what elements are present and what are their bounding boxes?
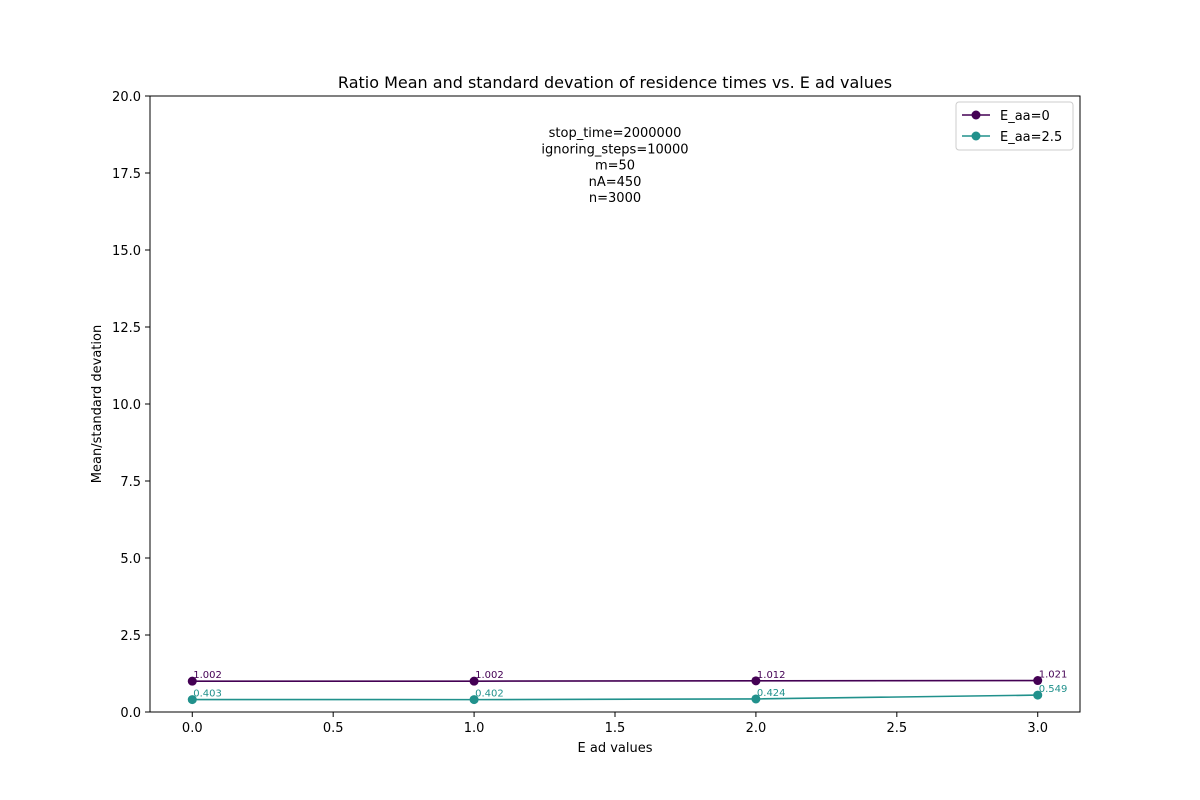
annotation-line: m=50 bbox=[595, 159, 635, 174]
series-line bbox=[192, 679, 1038, 682]
x-tick-label: 0.0 bbox=[182, 721, 203, 736]
chart-title: Ratio Mean and standard devation of resi… bbox=[338, 73, 892, 92]
y-tick-label: 5.0 bbox=[120, 552, 141, 567]
data-point bbox=[1033, 676, 1043, 686]
data-label: 1.021 bbox=[1039, 670, 1068, 681]
data-point bbox=[751, 676, 761, 686]
x-tick-label: 2.0 bbox=[746, 721, 767, 736]
y-axis-title: Mean/standard devation bbox=[90, 325, 105, 483]
y-tick-label: 0.0 bbox=[120, 706, 141, 721]
data-label: 0.403 bbox=[193, 689, 222, 700]
annotation-line: n=3000 bbox=[589, 191, 641, 206]
data-point bbox=[1033, 690, 1043, 700]
y-tick-label: 12.5 bbox=[112, 321, 141, 336]
data-labels: 1.002 1.002 1.012 1.021 0.403 0.402 0.424 0.549 bbox=[193, 670, 1067, 700]
data-label: 0.424 bbox=[757, 688, 786, 699]
legend-label: E_aa=2.5 bbox=[1000, 130, 1062, 145]
series-group bbox=[187, 676, 1043, 705]
data-label: 1.012 bbox=[757, 670, 786, 681]
data-point bbox=[751, 694, 761, 704]
annotation-line: nA=450 bbox=[589, 175, 642, 190]
y-tick-label: 17.5 bbox=[112, 167, 141, 182]
annotation-line: ignoring_steps=10000 bbox=[541, 142, 688, 157]
y-axis: 0.0 2.5 5.0 7.5 10.0 12.5 15.0 17.5 20.0 bbox=[112, 90, 150, 721]
legend-box bbox=[955, 101, 1074, 151]
y-tick-label: 2.5 bbox=[120, 629, 141, 644]
series-line bbox=[192, 694, 1038, 701]
data-point bbox=[187, 676, 197, 686]
x-tick-label: 3.0 bbox=[1027, 721, 1048, 736]
x-tick-label: 0.5 bbox=[323, 721, 344, 736]
data-label: 0.549 bbox=[1039, 684, 1068, 695]
x-axis-title: E ad values bbox=[578, 741, 653, 756]
x-tick-label: 1.0 bbox=[464, 721, 485, 736]
x-tick-label: 2.5 bbox=[886, 721, 907, 736]
y-tick-label: 10.0 bbox=[112, 398, 141, 413]
annotation-line: stop_time=2000000 bbox=[549, 126, 682, 141]
data-point bbox=[187, 695, 197, 705]
legend: E_aa=0 E_aa=2.5 bbox=[955, 101, 1074, 151]
y-tick-label: 20.0 bbox=[112, 90, 141, 105]
legend-swatch-marker bbox=[971, 131, 981, 141]
data-label: 1.002 bbox=[193, 670, 222, 681]
legend-swatch-marker bbox=[971, 110, 981, 120]
y-tick-label: 7.5 bbox=[120, 475, 141, 490]
x-tick-label: 1.5 bbox=[605, 721, 626, 736]
x-axis: 0.0 0.5 1.0 1.5 2.0 2.5 3.0 bbox=[182, 712, 1048, 736]
data-point bbox=[469, 695, 479, 705]
data-label: 1.002 bbox=[475, 670, 504, 681]
y-tick-label: 15.0 bbox=[112, 244, 141, 259]
data-label: 0.402 bbox=[475, 689, 504, 700]
legend-label: E_aa=0 bbox=[1000, 109, 1050, 124]
data-point bbox=[469, 676, 479, 686]
